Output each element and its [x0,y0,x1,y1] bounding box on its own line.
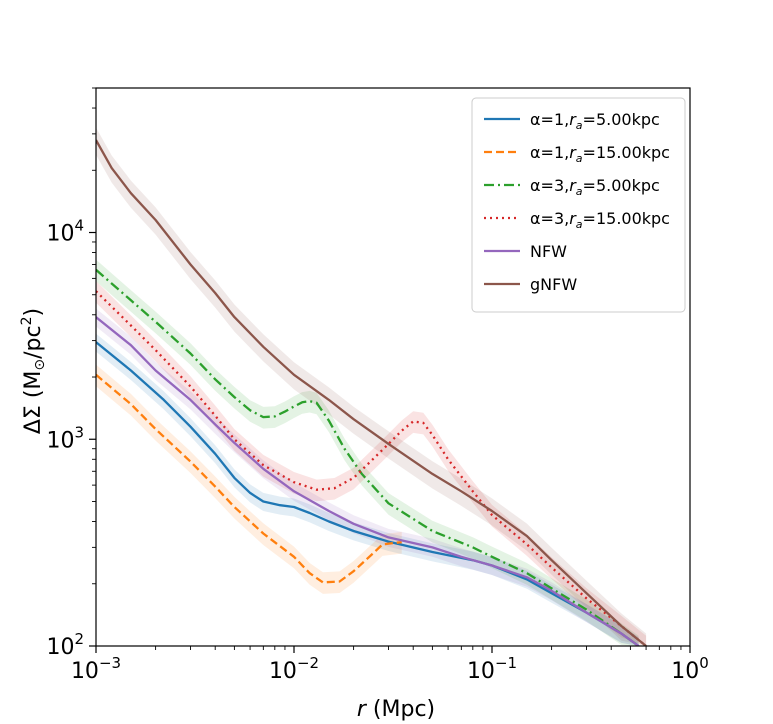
x-tick-label-1: 10−3 [71,654,121,684]
axis-ticks [89,87,691,653]
series-1-line [96,341,640,646]
series-6-line [96,139,647,646]
x-tick-label-3: 10−1 [467,654,517,684]
series-1-band [96,333,639,646]
legend-label-5: NFW [530,242,567,261]
legend-label-3: α=3,ra=5.00kpc [530,176,660,198]
legend-label-1: α=1,ra=5.00kpc [530,110,660,132]
series-5-line [96,316,640,646]
legend-label-2: α=1,ra=15.00kpc [530,143,670,165]
series-4-band [96,281,647,646]
series-6-band [96,127,647,646]
legend: α=1,ra=5.00kpc α=1,ra=15.00kpc α=3,ra=5.00… [471,97,686,313]
x-axis-label: r (Mpc) [357,697,435,722]
y-tick-label-2: 103 [46,423,84,453]
series-lines [96,139,647,646]
legend-label-4: α=3,ra=15.00kpc [530,209,670,231]
plot-frame [95,87,691,647]
series-2-line [96,373,402,584]
axis-tick-labels: 10−3 10−2 10−1 100 102 103 104 [46,217,708,684]
series-5-band [96,308,639,646]
legend-label-6: gNFW [530,275,577,294]
y-axis-label: ΔΣ (M⊙/pc2) [19,308,48,434]
y-tick-label-3: 104 [46,217,84,247]
x-tick-label-2: 10−2 [269,654,319,684]
legend-box [471,97,686,313]
y-tick-label-1: 102 [46,630,84,660]
series-3-line [96,268,640,646]
x-tick-label-4: 100 [671,654,709,684]
x-axis-label-unit: (Mpc) [366,697,435,722]
